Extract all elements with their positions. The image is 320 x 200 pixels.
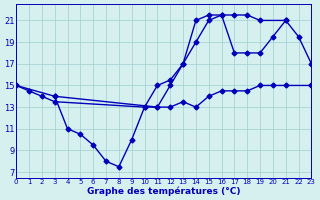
X-axis label: Graphe des températures (°C): Graphe des températures (°C) <box>87 186 241 196</box>
